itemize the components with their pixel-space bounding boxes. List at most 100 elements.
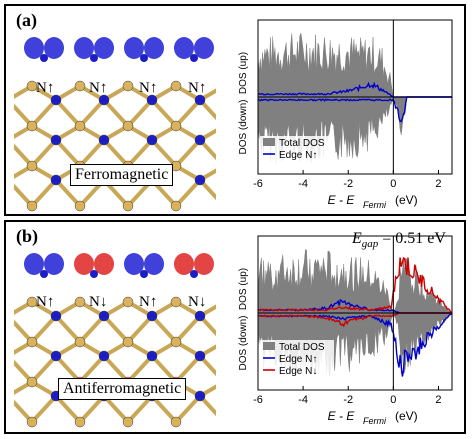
- bond: [102, 354, 130, 384]
- spin-label-a-4: N↑: [188, 80, 207, 96]
- egap-subscript: gap: [361, 238, 379, 251]
- bond: [30, 98, 58, 128]
- bond: [30, 394, 58, 424]
- bond: [174, 314, 202, 344]
- spin-lobe: [174, 37, 214, 62]
- bond: [30, 354, 58, 384]
- bond: [78, 98, 106, 128]
- egap-value: = 0.51 eV: [378, 230, 446, 247]
- energy-gap-annotation: Egap = 0.51 eV: [352, 230, 446, 250]
- bond: [78, 314, 106, 344]
- dos-plot-b: DOS (up) DOS (down) -6 -4 -2 0 2 E - E Fermi (eV)…: [238, 235, 453, 426]
- bond: [78, 354, 106, 384]
- edge-nitrogen-atom: [40, 54, 48, 62]
- magnetic-order-label-b: Antiferromagnetic: [58, 378, 187, 400]
- lobe-left: [74, 253, 94, 275]
- bonds: [14, 84, 216, 208]
- total-dos-up: [257, 249, 453, 314]
- lobe-right: [94, 37, 114, 59]
- nitrogen-atom: [50, 310, 62, 322]
- bond: [102, 138, 130, 168]
- bond: [198, 138, 216, 161]
- nitrogen-atom: [194, 94, 206, 106]
- legend-swatch: [263, 342, 275, 350]
- bond: [54, 354, 82, 384]
- x-axis-label-subscript: Fermi: [363, 200, 387, 210]
- bond: [174, 138, 202, 168]
- ylabel-down: DOS (down): [238, 99, 249, 154]
- lobe-right: [144, 253, 164, 275]
- x-tick-label: -6: [253, 394, 263, 406]
- bond: [14, 143, 34, 168]
- nitrogen-atom: [98, 310, 110, 322]
- bond: [102, 98, 130, 128]
- boron-atom: [26, 376, 38, 388]
- bond: [126, 394, 154, 424]
- lobe-right: [194, 253, 214, 275]
- bond: [78, 138, 106, 168]
- bond: [150, 314, 178, 344]
- boron-atom: [26, 160, 38, 172]
- lobe-left: [24, 253, 44, 275]
- plot-frame: [257, 235, 453, 391]
- bond: [78, 394, 106, 424]
- boron-atom: [170, 296, 182, 308]
- boron-atom: [122, 200, 134, 212]
- lattice-structure-a: [14, 37, 216, 212]
- bond: [14, 319, 34, 344]
- boron-atom: [170, 200, 182, 212]
- nitrogen-atom: [50, 174, 62, 186]
- bond: [198, 314, 216, 337]
- ylabel-down: DOS (down): [238, 315, 249, 370]
- lobe-right: [144, 37, 164, 59]
- nitrogen-atom: [98, 350, 110, 362]
- x-tick-label: -4: [298, 178, 308, 190]
- bond: [30, 138, 58, 168]
- boron-atom: [26, 416, 38, 428]
- bond: [102, 394, 130, 424]
- bond: [14, 103, 34, 128]
- boron-atom: [26, 80, 38, 92]
- bond: [54, 178, 82, 208]
- edge-nitrogen-atom: [140, 270, 148, 278]
- spin-label-b-1: N↑: [36, 294, 55, 310]
- nitrogen-atom: [194, 134, 206, 146]
- nitrogen-atom: [50, 350, 62, 362]
- panel-a: (a) N↑ N↑ N↑ N↑ Ferromagnetic DOS (up) DO…: [4, 4, 466, 216]
- edge-nitrogen-atom: [40, 270, 48, 278]
- nitrogen-atom: [50, 94, 62, 106]
- x-axis-unit: (eV): [395, 193, 418, 207]
- nitrogen-atom: [50, 134, 62, 146]
- bond: [174, 394, 202, 424]
- nitrogen-atom: [194, 350, 206, 362]
- x-tick-label: -4: [298, 394, 308, 406]
- edge-nitrogen-atom: [140, 54, 148, 62]
- lobe-left: [74, 37, 94, 59]
- boron-atom: [26, 120, 38, 132]
- lobe-left: [124, 253, 144, 275]
- bond: [174, 98, 202, 128]
- edge-nitrogen-atom: [190, 270, 198, 278]
- spin-lobe: [74, 253, 114, 278]
- boron-atom: [122, 80, 134, 92]
- spin-label-b-2: N↓: [89, 294, 108, 310]
- spin-density-lobes: [24, 253, 214, 278]
- spin-lobe: [24, 37, 64, 62]
- bond: [126, 138, 154, 168]
- bond: [198, 178, 216, 201]
- nitrogen-atom: [194, 174, 206, 186]
- dos-plot-a: DOS (up) DOS (down) -6 -4 -2 0 2 E - E Fermi (eV)…: [238, 19, 453, 210]
- egap-symbol: E: [352, 230, 362, 247]
- lattice-structure-b: [14, 253, 216, 428]
- bond: [14, 399, 34, 424]
- bond: [54, 314, 82, 344]
- nitrogen-atom: [194, 310, 206, 322]
- nitrogen-atom: [146, 310, 158, 322]
- atoms: [26, 80, 206, 212]
- legend-label: Total DOS: [279, 138, 325, 149]
- boron-atom: [74, 416, 86, 428]
- x-tick-label: 0: [390, 178, 396, 190]
- bond: [54, 394, 82, 424]
- nitrogen-atom: [98, 134, 110, 146]
- bond: [198, 394, 216, 417]
